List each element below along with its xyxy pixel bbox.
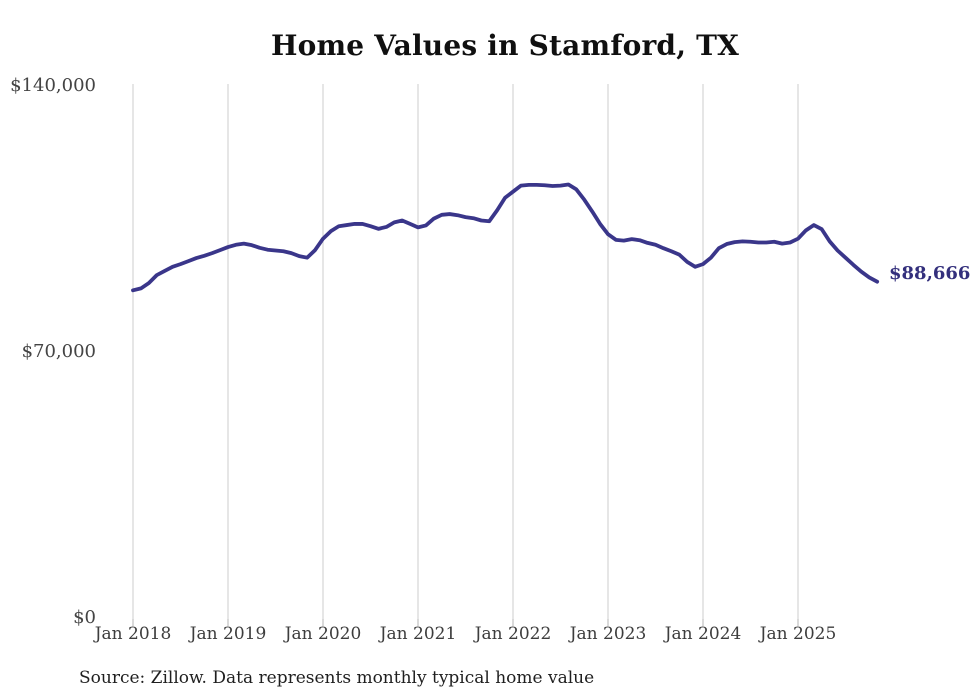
x-axis-label: Jan 2019 [189,624,267,644]
source-note: Source: Zillow. Data represents monthly … [79,668,595,688]
x-axis-label: Jan 2023 [569,624,647,644]
axis-ticks [132,619,799,626]
y-axis-label-140000: $140,000 [10,75,96,96]
x-axis-label: Jan 2018 [94,624,172,644]
y-axis-label-70000: $70,000 [21,341,96,362]
x-axis-label: Jan 2024 [664,624,742,644]
x-axis-label: Jan 2025 [759,624,837,644]
x-axis-label: Jan 2022 [474,624,552,644]
latest-value-label: $88,666 [889,263,971,284]
series-line [131,182,880,293]
x-axis-label: Jan 2020 [284,624,362,644]
chart-title: Home Values in Stamford, TX [270,29,740,62]
gridlines [132,84,799,619]
x-axis-label: Jan 2021 [379,624,457,644]
y-axis-label-0: $0 [73,607,96,628]
